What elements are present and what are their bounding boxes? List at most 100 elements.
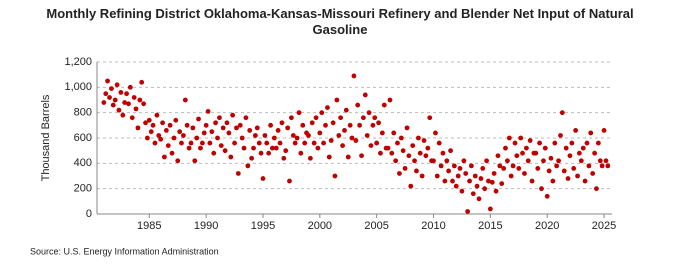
- data-point: [402, 166, 408, 171]
- data-point: [306, 133, 311, 138]
- data-point: [417, 150, 423, 156]
- data-point: [156, 133, 162, 138]
- data-point: [444, 158, 450, 164]
- data-point: [328, 138, 334, 143]
- data-point: [548, 155, 554, 161]
- data-point: [546, 168, 552, 174]
- data-point: [565, 176, 571, 181]
- data-point: [175, 158, 181, 164]
- data-point: [222, 148, 228, 154]
- data-point: [279, 120, 285, 126]
- data-point: [554, 163, 560, 169]
- data-point: [370, 122, 376, 128]
- data-point: [150, 122, 156, 128]
- data-point: [404, 125, 410, 131]
- data-point: [207, 140, 213, 146]
- data-point: [211, 150, 217, 156]
- data-point: [379, 130, 385, 136]
- data-point: [194, 135, 200, 141]
- data-point: [163, 127, 169, 133]
- data-point: [315, 145, 321, 151]
- data-point: [247, 127, 253, 133]
- data-point: [595, 140, 601, 146]
- data-point: [256, 140, 262, 146]
- data-point: [281, 155, 287, 161]
- data-point: [332, 173, 338, 179]
- data-point: [237, 122, 243, 128]
- data-point: [476, 196, 482, 202]
- data-point: [508, 173, 514, 179]
- data-point: [503, 145, 508, 151]
- data-point: [177, 129, 183, 135]
- data-point: [599, 163, 605, 169]
- data-point: [378, 150, 383, 156]
- data-point: [559, 110, 565, 116]
- data-point: [501, 166, 507, 171]
- data-point: [196, 116, 201, 122]
- data-point: [438, 163, 444, 169]
- data-point: [518, 135, 524, 141]
- data-point: [541, 158, 546, 164]
- data-point: [533, 150, 539, 156]
- data-point: [287, 178, 292, 184]
- data-point: [571, 166, 577, 171]
- data-point: [258, 150, 264, 156]
- data-point: [580, 145, 586, 151]
- data-point: [264, 140, 270, 146]
- data-point: [391, 130, 397, 136]
- data-point: [605, 163, 611, 169]
- y-tick-label: 0: [86, 208, 92, 220]
- data-point: [317, 130, 323, 136]
- data-point: [190, 125, 196, 131]
- data-point: [497, 163, 503, 169]
- data-point: [252, 133, 258, 138]
- data-point: [201, 130, 207, 136]
- data-point: [514, 153, 520, 159]
- data-point: [512, 140, 518, 146]
- data-point: [323, 122, 328, 128]
- data-point: [584, 140, 590, 146]
- data-point: [254, 125, 260, 131]
- data-point: [425, 145, 431, 151]
- data-point: [326, 154, 332, 160]
- data-point: [321, 140, 326, 146]
- x-tick-label: 2010: [421, 220, 445, 232]
- data-point: [311, 140, 317, 146]
- data-point: [360, 115, 366, 121]
- data-point: [576, 150, 582, 156]
- data-point: [296, 110, 302, 116]
- data-point: [376, 120, 382, 126]
- data-point: [112, 97, 118, 103]
- data-point: [101, 100, 107, 105]
- data-point: [470, 191, 476, 197]
- data-point: [249, 155, 255, 161]
- data-point: [309, 120, 315, 126]
- data-point: [268, 122, 273, 128]
- data-point: [359, 153, 364, 159]
- data-point: [516, 166, 522, 171]
- x-tick-label: 2015: [478, 220, 502, 232]
- data-point: [220, 125, 226, 131]
- data-point: [224, 120, 230, 126]
- data-point: [162, 154, 167, 160]
- data-point: [114, 82, 120, 88]
- data-point: [325, 105, 330, 110]
- data-point: [243, 115, 249, 121]
- data-point: [522, 171, 527, 176]
- data-point: [182, 97, 188, 103]
- x-tick-label: 1990: [194, 220, 218, 232]
- data-point: [440, 150, 446, 156]
- data-point: [120, 112, 126, 118]
- data-point: [487, 206, 493, 212]
- data-point: [349, 135, 355, 141]
- data-point: [597, 158, 603, 164]
- data-point: [415, 135, 421, 141]
- data-point: [133, 106, 139, 112]
- data-point: [273, 145, 279, 151]
- x-tick-label: 2020: [535, 220, 559, 232]
- data-point: [218, 143, 224, 149]
- data-point: [397, 171, 402, 176]
- data-point: [167, 122, 173, 128]
- data-point: [561, 168, 567, 174]
- data-point: [275, 127, 281, 133]
